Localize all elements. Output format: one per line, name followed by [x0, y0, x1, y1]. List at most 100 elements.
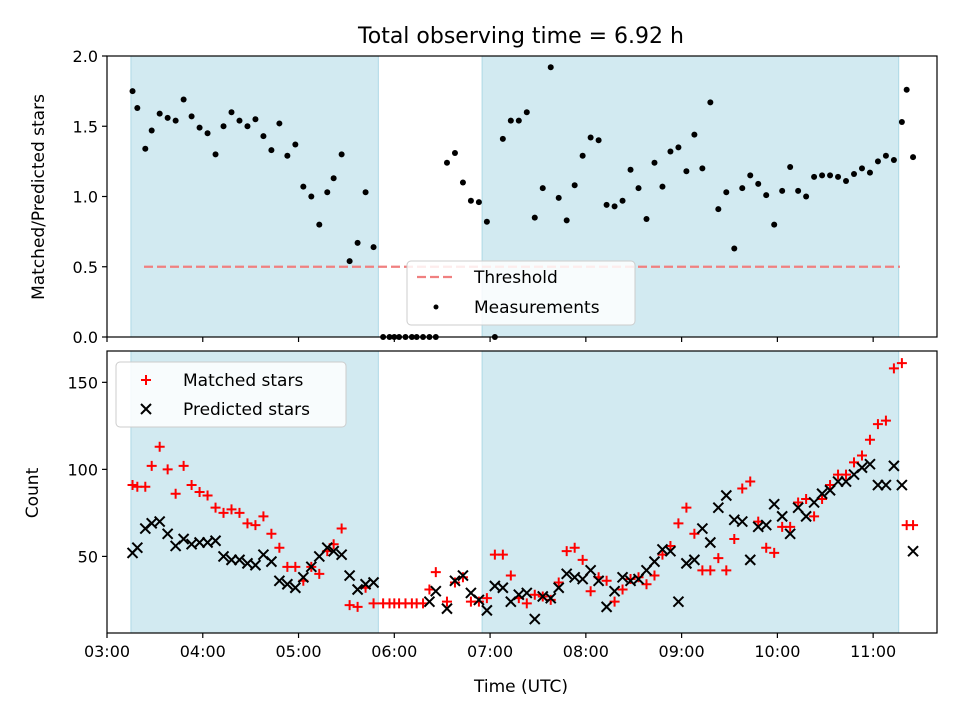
predicted-point	[457, 569, 469, 582]
measurement-point	[803, 193, 810, 200]
matched-point	[202, 490, 213, 501]
predicted-point	[521, 587, 533, 599]
bottom-y-tick-label: 100	[67, 460, 98, 479]
predicted-point	[736, 515, 748, 528]
matched-point	[529, 589, 540, 600]
measurement-point	[587, 134, 594, 141]
measurement-point	[338, 151, 345, 158]
matched-point	[449, 577, 460, 588]
measurement-point	[220, 123, 227, 130]
legend-matched-swatch	[141, 375, 151, 385]
measurement-point	[903, 86, 910, 93]
legend-measurement-swatch	[433, 304, 439, 310]
measurement-point	[459, 179, 466, 186]
predicted-point	[161, 528, 174, 540]
predicted-point	[688, 554, 701, 566]
figure-title: Total observing time = 6.92 h	[357, 24, 684, 49]
measurement-point	[252, 116, 259, 123]
measurement-point	[268, 147, 275, 154]
measurement-point	[475, 199, 482, 206]
bottom-x-tick-label: 03:00	[84, 642, 130, 661]
measurement-point	[715, 206, 722, 213]
matched-point	[186, 480, 197, 491]
matched-point	[314, 568, 325, 579]
measurement-point	[443, 159, 450, 166]
predicted-point	[273, 575, 286, 587]
predicted-point	[305, 561, 318, 573]
measurement-point	[811, 173, 818, 180]
matched-point	[194, 487, 205, 497]
predicted-point	[744, 554, 756, 566]
predicted-point	[249, 559, 262, 571]
predicted-point	[776, 510, 788, 523]
predicted-point	[281, 578, 294, 590]
matched-point	[210, 502, 221, 513]
measurement-point	[156, 110, 163, 117]
measurement-point	[507, 117, 514, 124]
predicted-point	[233, 554, 246, 566]
measurement-point	[204, 130, 211, 137]
predicted-point	[792, 501, 804, 514]
matched-point	[368, 598, 379, 609]
bottom-x-tick-label: 08:00	[563, 642, 609, 661]
matched-point	[721, 565, 732, 576]
predicted-point	[313, 550, 325, 563]
predicted-point	[209, 535, 222, 547]
matched-point	[505, 570, 516, 581]
bottom-axes-frame	[106, 350, 938, 634]
measurement-point	[148, 127, 155, 134]
measurement-point	[819, 172, 826, 179]
top-y-tick-label: 0.5	[73, 258, 98, 277]
predicted-point	[760, 519, 772, 531]
matched-point	[625, 574, 636, 585]
measurement-point	[882, 152, 889, 159]
matched-point	[769, 547, 780, 558]
predicted-point	[497, 582, 509, 594]
top-panel: 0.0 0.5 1.0 1.5 2.0 Threshold Measurements	[73, 47, 938, 347]
predicted-point	[907, 545, 919, 557]
measurement-point	[196, 124, 203, 131]
matched-point	[737, 483, 748, 494]
measurement-point	[142, 145, 149, 152]
predicted-point	[864, 458, 876, 470]
matched-point	[226, 504, 237, 515]
measurement-point	[467, 197, 474, 204]
measurement-point	[499, 135, 506, 142]
predicted-point	[217, 550, 230, 563]
predicted-point	[430, 585, 442, 597]
measurement-point	[675, 144, 682, 151]
measurement-point	[362, 189, 369, 196]
matched-point	[908, 520, 919, 531]
predicted-point	[335, 548, 348, 561]
predicted-point	[343, 569, 356, 582]
predicted-point	[449, 575, 461, 587]
measurement-point	[659, 183, 666, 190]
predicted-point	[327, 545, 340, 557]
predicted-point	[896, 479, 908, 491]
predicted-point	[553, 582, 565, 594]
measurement-point	[651, 159, 658, 166]
measurement-point	[346, 258, 353, 265]
matched-point	[673, 518, 684, 529]
matched-point	[258, 511, 269, 522]
matched-point	[497, 549, 508, 560]
measurement-point	[164, 114, 171, 121]
predicted-point	[367, 576, 380, 589]
measurement-point	[212, 151, 219, 158]
bottom-y-tick-label: 150	[67, 373, 98, 392]
matched-point	[170, 488, 181, 499]
measurement-point	[763, 192, 770, 199]
matched-point	[146, 460, 157, 471]
matched-point	[896, 358, 907, 369]
legend-predicted-swatch	[140, 403, 152, 415]
top-shaded-interval	[130, 56, 379, 337]
predicted-point	[481, 604, 493, 617]
bottom-legend: Matched stars Predicted stars	[115, 361, 347, 428]
matched-point	[553, 577, 564, 588]
measurement-point	[308, 193, 315, 200]
measurement-point	[851, 171, 857, 178]
measurement-point	[236, 117, 243, 124]
measurement-point	[827, 172, 834, 179]
predicted-point	[529, 613, 541, 625]
predicted-point	[880, 479, 892, 491]
